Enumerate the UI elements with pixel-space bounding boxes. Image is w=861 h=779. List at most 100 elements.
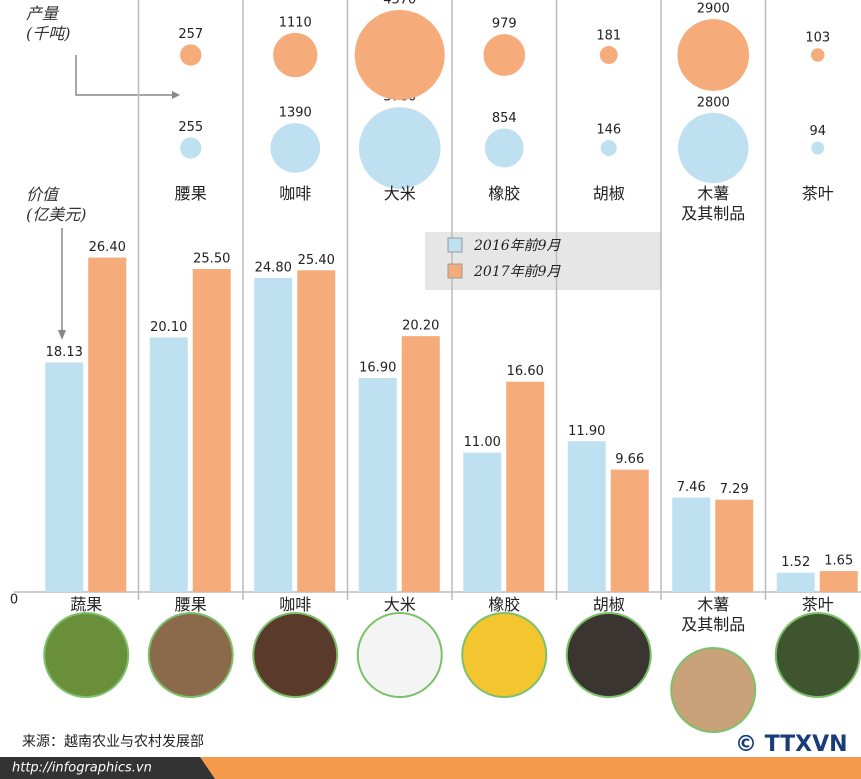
bar [192,269,231,592]
photo [565,612,652,698]
x-tick-label: 咖啡 [279,595,312,614]
photo [461,612,548,698]
bubble-category-label: 橡胶 [488,184,521,203]
bubble-label: 94 [809,124,826,139]
bubble [180,137,202,159]
footer-tab [0,757,215,779]
bubble-label: 181 [596,29,621,44]
bubble-label: 255 [178,120,203,135]
value-label: 18.13 [46,345,83,360]
bubble-category-label: 咖啡 [279,184,312,203]
value-label: 7.46 [677,480,706,495]
arrow-head [172,91,180,99]
value-label: 20.10 [150,320,187,335]
arrow-head [58,330,66,340]
bubble [273,32,318,78]
photo [774,612,861,698]
value-label: 25.40 [298,253,335,268]
value-axis-label: 价值 (亿美元) [26,185,87,224]
source: 来源：越南农业与农村发展部 [22,734,204,750]
bubble [483,34,526,76]
photo [147,612,234,698]
x-tick-label: 木薯 及其制品 [681,595,746,634]
bar [88,257,127,592]
bubble [810,48,825,62]
legend-box [425,232,662,290]
bubble-label: 1390 [279,106,312,121]
bar [149,337,188,592]
bar [463,452,502,592]
bar [776,572,815,592]
bubble-category-label: 腰果 [174,184,207,203]
x-tick-label: 腰果 [174,595,207,614]
bubble-category-label: 茶叶 [801,184,834,203]
bubble [484,128,524,168]
bar [401,336,440,592]
bubble-category-label: 胡椒 [592,184,625,203]
value-label: 24.80 [255,260,292,275]
photo [43,612,130,698]
value-label: 1.65 [824,554,853,569]
value-label: 11.00 [464,435,501,450]
value-label: 16.90 [359,360,396,375]
size-axis-label: 产量 (千吨) [26,4,71,43]
bubble-label: 1110 [279,15,312,30]
bar [358,377,397,592]
bubble [270,123,321,173]
value-label: 9.66 [615,452,644,467]
bubble-label: 2900 [697,2,730,17]
bubble [354,10,445,100]
bubble-label: 146 [596,122,621,137]
bar [819,571,858,592]
bar [610,469,649,592]
bubble-label: 2800 [697,95,730,110]
photo [252,612,339,698]
credit: © TTXVN [735,732,848,757]
legend-swatch [447,237,463,253]
bar [567,441,606,592]
x-tick-label: 茶叶 [801,595,834,614]
legend-label: 2016年前9月 [473,238,562,254]
bubble [358,107,441,189]
bar [672,497,711,592]
arrow [75,55,172,96]
bubble [677,19,750,91]
bubble-label: 854 [492,111,517,126]
x-tick-label: 大米 [383,595,416,614]
bar [254,277,293,592]
bubble-category-label: 木薯 及其制品 [681,184,746,223]
value-label: 7.29 [720,482,749,497]
value-label: 1.52 [781,555,810,570]
value-label: 20.20 [402,319,439,334]
value-label: 11.90 [568,424,605,439]
bubble [180,44,202,66]
bubble-label: 4570 [383,0,416,8]
value-label: 16.60 [507,364,544,379]
legend-label: 2017年前9月 [473,264,562,280]
value-label: 26.40 [89,240,126,255]
bubble-category-label: 大米 [383,184,416,203]
x-tick-label: 蔬果 [70,595,103,614]
bubble-label: 257 [178,27,203,42]
bubble [599,46,618,64]
value-label: 25.50 [193,252,230,267]
bubble [678,112,749,184]
photo [670,647,757,733]
bar [506,381,545,592]
bar [297,270,336,592]
bubble-label: 103 [805,31,830,46]
y-tick-label: 0 [10,593,18,608]
legend-swatch [447,263,463,279]
footer-bar [0,757,861,779]
bubble-label: 979 [492,17,517,32]
x-tick-label: 橡胶 [488,595,521,614]
bar [45,362,84,592]
bubble [811,141,825,155]
photo [356,612,443,698]
x-tick-label: 胡椒 [592,595,625,614]
bar [715,499,754,592]
bubble [600,139,617,157]
url: http://infographics.vn [12,761,152,776]
